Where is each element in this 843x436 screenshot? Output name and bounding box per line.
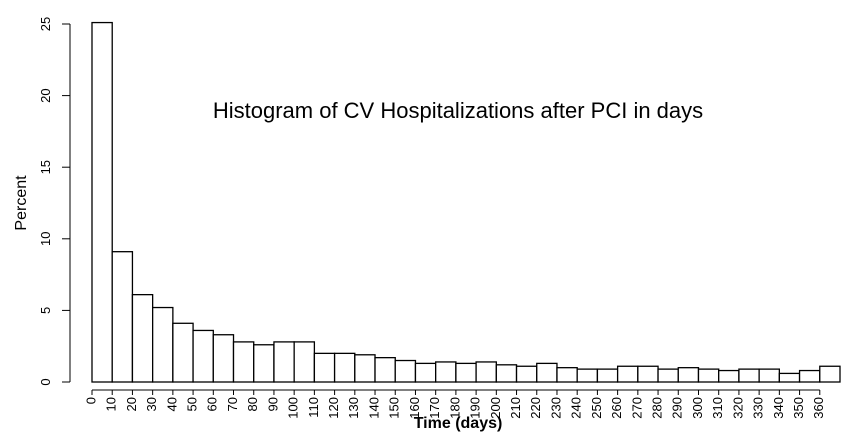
y-tick-label: 5 bbox=[38, 307, 53, 314]
x-tick-label: 110 bbox=[306, 397, 321, 418]
x-axis-label: Time (days) bbox=[414, 415, 503, 432]
x-tick-label: 250 bbox=[589, 397, 604, 419]
x-tick-label: 300 bbox=[690, 397, 705, 419]
bar bbox=[394, 359, 417, 383]
bar bbox=[172, 322, 194, 383]
bar bbox=[697, 368, 720, 383]
bar bbox=[576, 368, 599, 383]
bar bbox=[778, 372, 801, 383]
bar bbox=[798, 369, 821, 383]
bar bbox=[637, 365, 659, 383]
x-tick-label: 190 bbox=[468, 397, 483, 419]
x-tick-label: 350 bbox=[791, 397, 806, 419]
x-tick-label: 80 bbox=[245, 397, 260, 411]
x-tick-label: 160 bbox=[407, 397, 422, 419]
x-tick-label: 360 bbox=[811, 397, 826, 419]
bar bbox=[819, 365, 841, 383]
y-tick-label: 25 bbox=[38, 17, 53, 31]
bar bbox=[293, 341, 316, 383]
x-tick-label: 340 bbox=[771, 397, 786, 419]
y-axis-label: Percent bbox=[13, 175, 30, 231]
x-tick-label: 150 bbox=[387, 397, 402, 419]
x-tick-label: 90 bbox=[265, 397, 280, 411]
x-tick-label: 260 bbox=[609, 397, 624, 419]
bar bbox=[738, 368, 760, 383]
bar bbox=[273, 341, 295, 383]
x-tick-label: 40 bbox=[164, 397, 179, 411]
x-tick-label: 320 bbox=[730, 397, 745, 419]
y-tick-label: 0 bbox=[38, 378, 53, 385]
bar bbox=[151, 306, 174, 383]
bar bbox=[212, 334, 235, 383]
x-tick-label: 170 bbox=[427, 397, 442, 419]
x-tick-label: 200 bbox=[488, 397, 503, 419]
bar bbox=[718, 369, 740, 383]
x-tick-label: 230 bbox=[548, 397, 563, 419]
bar bbox=[677, 367, 700, 383]
x-tick-label: 30 bbox=[144, 397, 159, 411]
x-tick-label: 100 bbox=[286, 397, 301, 419]
bar bbox=[232, 341, 255, 383]
bar bbox=[536, 362, 558, 383]
bar bbox=[495, 364, 518, 383]
x-tick-label: 130 bbox=[346, 397, 361, 419]
bar bbox=[414, 362, 437, 383]
bar bbox=[515, 365, 538, 383]
x-tick-label: 10 bbox=[104, 397, 119, 411]
bar bbox=[354, 354, 376, 383]
x-tick-label: 210 bbox=[508, 397, 523, 419]
y-tick-label: 15 bbox=[38, 160, 53, 174]
bar bbox=[313, 352, 336, 383]
bar bbox=[657, 368, 679, 383]
x-tick-label: 290 bbox=[670, 397, 685, 419]
y-tick-label: 10 bbox=[38, 232, 53, 246]
x-tick-label: 330 bbox=[751, 397, 766, 419]
x-tick-label: 280 bbox=[649, 397, 664, 419]
bar bbox=[758, 368, 781, 383]
x-tick-label: 140 bbox=[366, 397, 381, 419]
x-tick-label: 70 bbox=[225, 397, 240, 411]
bar bbox=[475, 361, 497, 383]
x-tick-label: 310 bbox=[710, 397, 725, 419]
x-tick-label: 0 bbox=[83, 397, 98, 404]
bar bbox=[131, 293, 154, 383]
bar bbox=[374, 357, 396, 383]
bar bbox=[91, 21, 113, 383]
bar bbox=[333, 352, 356, 383]
x-tick-label: 50 bbox=[185, 397, 200, 411]
y-tick-label: 20 bbox=[38, 88, 53, 102]
bar bbox=[616, 365, 639, 383]
bar bbox=[192, 329, 214, 383]
bar bbox=[253, 344, 275, 383]
x-tick-label: 220 bbox=[528, 397, 543, 419]
x-tick-label: 60 bbox=[205, 397, 220, 411]
chart-title: Histogram of CV Hospitalizations after P… bbox=[213, 98, 703, 123]
x-tick-label: 120 bbox=[326, 397, 341, 419]
bar bbox=[596, 368, 619, 383]
x-tick-label: 180 bbox=[447, 397, 462, 419]
bar bbox=[111, 251, 134, 383]
x-tick-label: 240 bbox=[569, 397, 584, 419]
bar bbox=[435, 361, 457, 383]
bar bbox=[455, 362, 477, 383]
x-tick-label: 20 bbox=[124, 397, 139, 411]
bar bbox=[556, 367, 578, 383]
x-tick-label: 270 bbox=[629, 397, 644, 419]
